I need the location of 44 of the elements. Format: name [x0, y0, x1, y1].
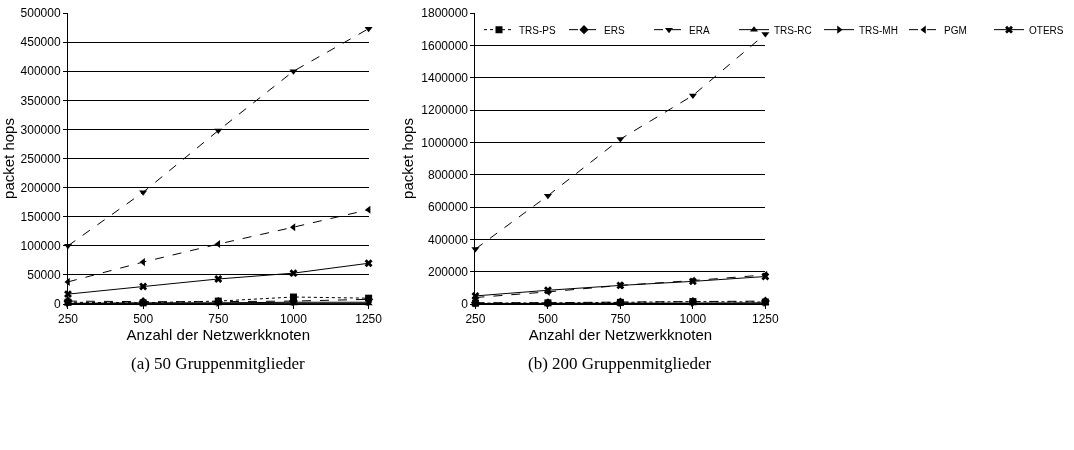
y-tick-label: 1000000	[421, 135, 469, 150]
legend-label: TRS-MH	[859, 24, 898, 36]
y-tick-label: 300000	[20, 122, 61, 137]
y-tick-label: 400000	[427, 232, 469, 247]
x-tick-label: 1000	[280, 312, 308, 327]
y-tick-label: 1400000	[421, 70, 469, 85]
y-tick-label: 500000	[20, 6, 61, 21]
y-tick-label: 50000	[27, 268, 61, 283]
legend-label: ERA	[689, 24, 710, 36]
legend-label: TRS-PS	[519, 24, 556, 36]
x-axis-title: Anzahl der Netzwerkknoten	[126, 326, 311, 344]
legend-label: ERS	[604, 24, 625, 36]
y-tick-label: 450000	[20, 35, 61, 50]
x-tick-label: 250	[465, 312, 486, 327]
y-tick-label: 100000	[20, 239, 61, 253]
x-tick-label: 1250	[752, 312, 780, 327]
y-tick-label: 250000	[20, 151, 61, 166]
y-axis-title: packet hops	[398, 118, 416, 199]
legend-label: TRS-RC	[774, 24, 812, 36]
text: (a) 50 Gruppenmitglieder	[131, 354, 306, 373]
y-tick-label: 1800000	[421, 6, 469, 21]
y-tick-label: 200000	[427, 264, 469, 279]
x-tick-label: 1250	[355, 312, 383, 327]
y-tick-label: 1200000	[421, 103, 469, 118]
y-tick-label: 600000	[427, 200, 469, 215]
y-axis-title: packet hops	[0, 118, 17, 199]
y-tick-label: 0	[53, 297, 61, 312]
legend-label: PGM	[944, 24, 967, 36]
y-tick-label: 800000	[427, 167, 469, 182]
y-tick-label: 400000	[20, 64, 61, 79]
x-tick-label: 500	[537, 312, 559, 327]
y-tick-label: 150000	[20, 209, 61, 224]
x-tick-label: 500	[133, 312, 154, 327]
y-tick-label: 1600000	[421, 38, 469, 53]
x-tick-label: 750	[610, 312, 631, 327]
legend-label: OTERS	[1029, 24, 1064, 36]
x-tick-label: 1000	[679, 312, 707, 327]
y-tick-label: 0	[461, 297, 469, 312]
x-tick-label: 750	[208, 312, 229, 327]
x-tick-label: 250	[57, 312, 79, 327]
text: (b) 200 Gruppenmitglieder	[528, 354, 712, 373]
y-tick-label: 200000	[20, 180, 61, 195]
x-axis-title: Anzahl der Netzwerkknoten	[528, 326, 713, 344]
y-tick-label: 350000	[20, 93, 61, 108]
